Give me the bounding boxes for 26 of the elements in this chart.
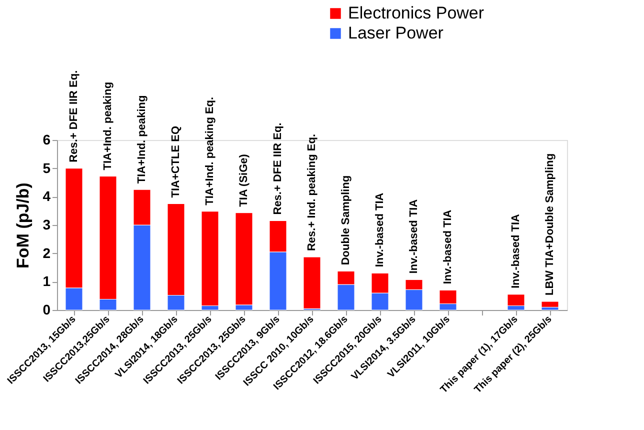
bar bbox=[541, 301, 559, 308]
y-tick-label: 2 bbox=[42, 244, 51, 261]
annotation: TIA+Ind. peaking bbox=[136, 95, 148, 184]
annotation: Inv.-based TIA bbox=[510, 214, 522, 288]
annotation: Inv.-based TIA bbox=[408, 199, 420, 274]
annotation: TIA (SiGe) bbox=[238, 154, 250, 207]
bar bbox=[303, 256, 321, 309]
legend-label: Electronics Power bbox=[348, 4, 484, 22]
legend-label: Laser Power bbox=[348, 24, 444, 42]
annotation: TIA+Ind. peaking Eq. bbox=[204, 96, 216, 206]
annotation: Res.+ DFE IIR Eq. bbox=[272, 122, 284, 215]
y-tick-label: 3 bbox=[42, 216, 51, 232]
annotation: Res.+ DFE IIR Eq. bbox=[68, 70, 80, 162]
annotation: Inv.-based TIA bbox=[442, 210, 454, 284]
annotation: Double Sampling bbox=[340, 175, 352, 266]
annotation: Res.+ Ind. peaking Eq. bbox=[306, 134, 318, 252]
annotation: TIA+Ind. peaking bbox=[102, 82, 114, 170]
y-axis-title: FoM (pJ/b) bbox=[14, 182, 33, 268]
y-tick-label: 0 bbox=[42, 302, 51, 318]
annotation: Inv.-based TIA bbox=[374, 192, 386, 268]
y-tick-label: 5 bbox=[42, 160, 51, 176]
y-tick-label: 6 bbox=[42, 132, 51, 148]
y-tick-label: 4 bbox=[42, 188, 51, 204]
annotation: LBW TIA+Double Sampling bbox=[544, 153, 556, 296]
annotation: TIA+CTLE EQ bbox=[170, 125, 182, 198]
y-tick-label: 1 bbox=[42, 273, 51, 290]
